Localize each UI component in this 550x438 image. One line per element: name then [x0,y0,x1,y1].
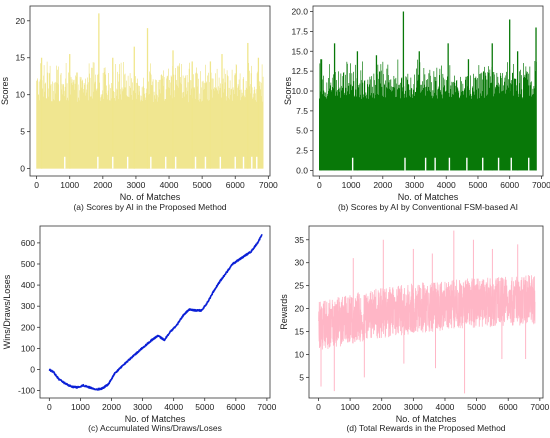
x-tick-label: 3000 [133,402,152,412]
y-tick-label: 20.0 [291,7,308,17]
x-tick-label: 4000 [164,402,183,412]
y-tick-label: 200 [21,322,35,332]
x-tick-label: 6000 [500,180,519,190]
x-tick-label: 6000 [226,180,245,190]
axes-frame [29,5,271,177]
y-tick-label: 17.5 [291,26,308,36]
x-tick-label: 1000 [71,402,90,412]
x-axis-label: No. of Matches [398,192,459,202]
y-tick-label: 30 [295,258,305,268]
x-tick-label: 1000 [60,180,79,190]
y-tick-label: 0.0 [296,165,308,175]
x-tick-label: 3000 [126,180,145,190]
x-tick-label: 7000 [530,402,549,412]
y-axis-label: Scores [283,76,293,105]
chart-b: 0 1000 2000 3000 4000 5000 6000 7000 0.0 2.5 5.0 7.… [283,5,550,212]
x-tick-label: 2000 [93,180,112,190]
x-tick-label: 0 [316,402,321,412]
x-tick-label: 6000 [226,402,245,412]
y-tick-label: 0 [20,164,25,174]
x-tick-label: 3000 [404,402,423,412]
axes-frame [39,225,271,399]
plot-area [48,234,263,391]
y-axis-label: Wins/Draws/Loses [2,274,12,349]
y-tick-label: 7.5 [296,106,308,116]
y-tick-label: 15 [295,326,305,336]
x-tick-label: 5000 [193,180,212,190]
chart-caption: (c) Accumulated Wins/Draws/Loses [88,423,222,433]
chart-caption: (d) Total Rewards in the Proposed Method [346,423,505,433]
x-tick-label: 2000 [372,402,391,412]
y-tick-label: 2.5 [296,146,308,156]
y-tick-label: 15.0 [291,46,308,56]
x-tick-label: 5000 [467,402,486,412]
y-tick-label: 12.5 [291,66,308,76]
x-axis-label: No. of Matches [120,192,181,202]
x-tick-label: 0 [34,180,39,190]
x-tick-label: 2000 [102,402,121,412]
y-tick-label: 15 [16,53,26,63]
series-bars [36,61,264,169]
chart-caption: (b) Scores by AI by Conventional FSM-bas… [338,202,518,212]
y-tick-label: 20 [295,304,305,314]
x-tick-label: 4000 [436,402,455,412]
y-tick-label: 400 [21,280,35,290]
x-axis-label: No. of Matches [396,414,457,424]
y-tick-label: 20 [16,16,26,26]
x-tick-label: 3000 [405,180,424,190]
y-tick-label: 10 [295,349,305,359]
y-tick-label: -100 [18,386,35,396]
x-tick-label: 1000 [342,180,361,190]
y-tick-label: 600 [21,238,35,248]
chart-a: 0 1000 2000 3000 4000 5000 6000 7000 0 5 10 15 20 No.… [0,5,278,212]
x-tick-label: 4000 [160,180,179,190]
x-tick-label: 2000 [373,180,392,190]
x-tick-label: 5000 [469,180,488,190]
y-axis-label: Scores [0,76,10,105]
chart-d: 0 1000 2000 3000 4000 5000 6000 7000 5 10 15 20 25 30… [279,225,550,433]
y-axis-label: Rewards [279,294,289,330]
y-tick-label: 25 [295,281,305,291]
chart-caption: (a) Scores by AI in the Proposed Method [73,202,226,212]
x-tick-label: 4000 [437,180,456,190]
chart-c: 0 1000 2000 3000 4000 5000 6000 7000 -100 0 100 200… [2,225,277,433]
series-line [318,275,536,351]
x-tick-label: 7000 [257,402,276,412]
x-axis-label: No. of Matches [125,414,186,424]
y-tick-label: 0 [30,365,35,375]
y-tick-label: 10 [16,90,26,100]
y-tick-label: 5.0 [296,126,308,136]
y-tick-label: 100 [21,343,35,353]
series-bars [318,59,537,171]
x-tick-label: 5000 [195,402,214,412]
x-tick-label: 1000 [341,402,360,412]
x-tick-label: 7000 [259,180,278,190]
plot-area [318,11,537,171]
x-tick-label: 6000 [499,402,518,412]
y-tick-label: 5 [20,127,25,137]
axes-frame [308,225,544,399]
y-tick-label: 5 [299,372,304,382]
x-tick-label: 0 [317,180,322,190]
x-tick-label: 7000 [532,180,550,190]
plot-area [36,13,264,169]
y-tick-label: 35 [295,235,305,245]
y-tick-label: 10.0 [291,86,308,96]
series-line [48,234,263,391]
plot-area [318,230,536,394]
y-tick-label: 500 [21,259,35,269]
y-tick-label: 300 [21,301,35,311]
x-tick-label: 0 [47,402,52,412]
